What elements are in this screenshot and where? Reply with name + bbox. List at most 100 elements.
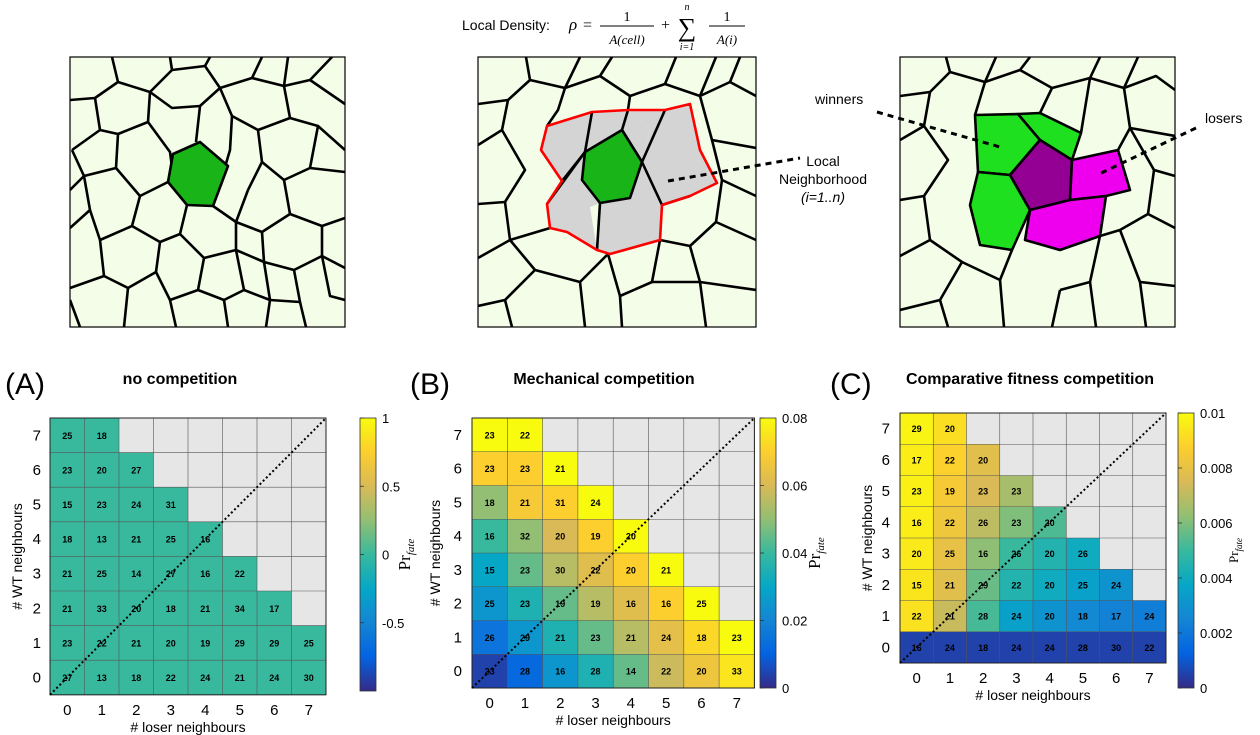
x-tick-label: 1 <box>946 670 954 687</box>
heatmap-cell <box>613 553 649 587</box>
cell-count-label: 25 <box>485 599 495 609</box>
losers-annotation: losers <box>1096 110 1242 177</box>
heatmap-cell <box>507 586 543 621</box>
heatmap-cell <box>1066 569 1100 601</box>
cell-count-label: 26 <box>978 518 988 528</box>
cell-count-label: 22 <box>235 569 245 579</box>
y-tick-label: 1 <box>33 635 41 652</box>
cell-count-label: 20 <box>696 667 706 677</box>
x-tick-label: 2 <box>556 695 564 712</box>
cell-count-label: 19 <box>200 638 210 648</box>
cell-count-label: 22 <box>912 612 922 622</box>
neighborhood-label-line2: Neighborhood <box>779 171 867 187</box>
cell-count-label: 20 <box>1045 580 1055 590</box>
heatmap-cell <box>1099 631 1133 663</box>
cell-count-label: 23 <box>520 565 530 575</box>
cell-count-label: 25 <box>696 599 706 609</box>
x-tick-label: 6 <box>270 702 278 719</box>
losers-label: losers <box>1205 110 1242 126</box>
local-density-formula: Local Density: ρ = 1 A(cell) + n ∑ i=1 1… <box>462 2 745 53</box>
heatmap-cell <box>84 487 119 522</box>
colorbar-tick-label: 0 <box>782 681 789 696</box>
y-tick-label: 3 <box>454 562 462 579</box>
heatmap-cell <box>648 586 684 621</box>
cell-count-label: 19 <box>591 599 601 609</box>
cell-count-label: 28 <box>591 667 601 677</box>
colorbar-tick-label: 0.06 <box>782 479 807 494</box>
heatmap-cell <box>933 631 967 663</box>
diagonal-line <box>49 417 327 696</box>
y-tick-label: 2 <box>882 577 890 594</box>
heatmap-cell <box>933 413 967 445</box>
heatmap-cell <box>999 506 1033 538</box>
heatmap-cell <box>577 620 614 655</box>
heatmap-cell <box>188 591 223 626</box>
formula-numerator-2: 1 <box>724 10 731 25</box>
colorbar-tick-label: 0.01 <box>1200 406 1225 421</box>
heatmap-cell <box>999 600 1033 632</box>
y-tick-label: 7 <box>33 427 41 444</box>
heatmap-cell <box>900 538 934 570</box>
formula-sum-bottom: i=1 <box>680 42 695 53</box>
cell-count-label: 24 <box>1144 612 1154 622</box>
colorbar-tick-label: 0.04 <box>782 546 807 561</box>
heatmap-cell <box>257 625 292 661</box>
heatmap-cell <box>84 521 119 557</box>
y-tick-label: 2 <box>454 596 462 613</box>
heatmap-cell <box>472 620 508 655</box>
cell-count-label: 31 <box>166 500 176 510</box>
neighborhood-pointer <box>667 156 801 183</box>
cell-count-label: 20 <box>1045 612 1055 622</box>
tissue-illustration-1 <box>69 56 346 328</box>
panel-title: no competition <box>123 371 238 388</box>
cell-count-label: 21 <box>555 464 565 474</box>
colorbar-tick-label: 1 <box>382 411 389 426</box>
heatmap-cell <box>577 485 614 520</box>
cell-count-label: 18 <box>166 604 176 614</box>
heatmap-cell <box>472 519 508 553</box>
winners-label: winners <box>814 91 863 107</box>
cell-count-label: 23 <box>912 487 922 497</box>
heatmap-cell <box>291 625 326 661</box>
heatmap-cell <box>966 444 1000 476</box>
heatmap-frame <box>49 417 327 696</box>
heatmap-cell <box>933 538 967 570</box>
heatmap-cell <box>472 418 508 452</box>
heatmap-cell <box>50 625 85 661</box>
formula-plus: + <box>661 17 670 34</box>
neighborhood-label-line3: (i=1..n) <box>801 189 845 205</box>
heatmap-cell <box>50 487 85 522</box>
cell-count-label: 23 <box>485 464 495 474</box>
cell-count-label: 17 <box>269 604 279 614</box>
cell-count-label: 24 <box>131 500 141 510</box>
formula-denominator-i: A(i) <box>716 32 737 47</box>
x-tick-label: 6 <box>697 695 705 712</box>
heatmap-cell <box>542 620 578 655</box>
cell-count-label: 21 <box>200 604 210 614</box>
cell-count-label: 16 <box>978 549 988 559</box>
heatmap-cell <box>291 660 326 695</box>
panel-label: (A) <box>5 368 45 401</box>
x-tick-label: 2 <box>132 702 140 719</box>
heatmap-cell <box>507 451 543 486</box>
cell-count-label: 21 <box>945 580 955 590</box>
heatmap-frame <box>471 417 755 689</box>
cell-count-label: 22 <box>166 673 176 683</box>
y-tick-label: 5 <box>454 494 462 511</box>
cell-count-label: 23 <box>732 633 742 643</box>
heatmap-cell <box>472 451 508 486</box>
neighborhood-label-line1: Local <box>806 153 839 169</box>
cell-count-label: 15 <box>62 500 72 510</box>
cell-count-label: 16 <box>485 532 495 542</box>
cell-count-label: 16 <box>200 535 210 545</box>
cell-count-label: 18 <box>62 535 72 545</box>
cell-count-label: 23 <box>1011 518 1021 528</box>
formula-sum-top: n <box>685 2 690 13</box>
cell-count-label: 23 <box>97 500 107 510</box>
cell-count-label: 25 <box>304 638 314 648</box>
heatmap-cell <box>719 620 755 655</box>
y-tick-label: 6 <box>454 461 462 478</box>
